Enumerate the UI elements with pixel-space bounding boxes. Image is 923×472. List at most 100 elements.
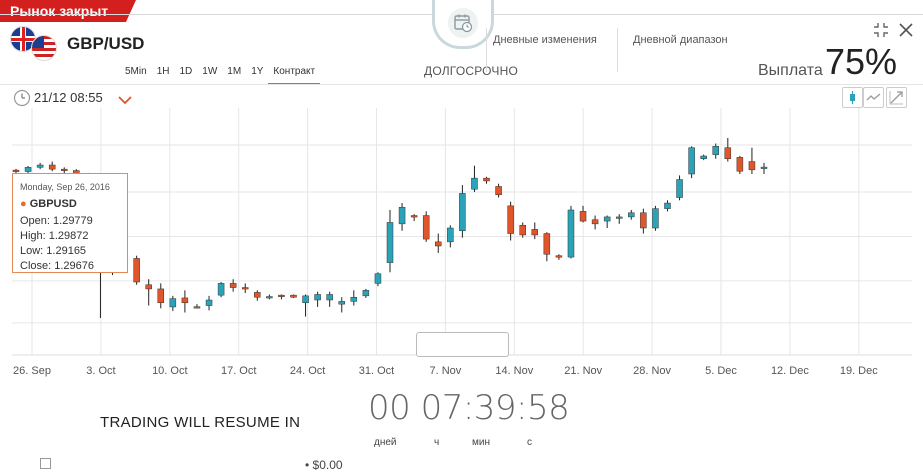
candle[interactable] [676, 175, 683, 201]
payout-value: 75% [825, 41, 898, 82]
candle[interactable] [169, 295, 177, 312]
candle[interactable] [278, 294, 285, 300]
candle[interactable] [447, 225, 454, 248]
candle[interactable] [410, 214, 418, 222]
candle[interactable] [386, 210, 394, 273]
close-icon[interactable] [898, 22, 914, 43]
candle[interactable] [531, 222, 539, 240]
candle[interactable] [567, 205, 575, 259]
candle[interactable] [229, 279, 237, 292]
candle[interactable] [736, 156, 744, 174]
candle[interactable] [615, 214, 623, 224]
candle[interactable] [555, 254, 563, 260]
candle[interactable] [519, 222, 526, 238]
chevron-down-icon[interactable] [118, 92, 132, 110]
candle-chart-icon[interactable] [842, 87, 863, 108]
candle[interactable] [145, 279, 152, 306]
candle[interactable] [290, 294, 297, 298]
candle-body [700, 155, 707, 160]
candle-body [531, 229, 539, 236]
x-tick-label: 26. Sep [13, 365, 51, 377]
candle[interactable] [748, 147, 756, 174]
candle[interactable] [181, 290, 189, 313]
candle[interactable] [664, 200, 671, 212]
candle[interactable] [700, 154, 707, 161]
candle[interactable] [338, 297, 345, 313]
tab-1m[interactable]: 1M [227, 66, 242, 77]
market-status-badge: Рынок закрыт [0, 0, 137, 22]
candle-body [302, 295, 309, 304]
candle[interactable] [157, 283, 165, 309]
candle[interactable] [241, 283, 249, 294]
candle[interactable] [48, 161, 56, 172]
candle-body [181, 297, 189, 304]
candle[interactable] [628, 210, 635, 220]
candle[interactable] [724, 138, 732, 162]
candle[interactable] [133, 255, 140, 285]
candle-body [603, 216, 611, 222]
candle[interactable] [435, 233, 442, 253]
candle[interactable] [495, 183, 502, 198]
candle[interactable] [652, 205, 659, 231]
candle[interactable] [350, 290, 358, 306]
candle[interactable] [483, 176, 490, 184]
candle[interactable] [24, 165, 32, 174]
compress-icon[interactable] [873, 22, 889, 43]
candle[interactable] [543, 232, 551, 262]
tab-contract[interactable]: Контракт [268, 64, 321, 85]
x-tick-label: 14. Nov [495, 365, 533, 377]
candle[interactable] [374, 272, 382, 287]
candle[interactable] [471, 165, 478, 192]
candle[interactable] [459, 185, 466, 238]
checkbox[interactable] [40, 458, 51, 469]
candle-body [145, 284, 152, 290]
candle[interactable] [302, 294, 309, 317]
tooltip-open: Open: 1.29779 [20, 215, 93, 227]
expiry-selector[interactable] [432, 0, 494, 49]
candle[interactable] [398, 203, 406, 231]
candle[interactable] [591, 215, 599, 230]
candle[interactable] [217, 282, 225, 298]
expand-chart-icon[interactable] [886, 87, 907, 108]
amount-text: • $0.00 [305, 458, 343, 472]
candle[interactable] [193, 304, 201, 309]
candle[interactable] [688, 146, 695, 179]
candle[interactable] [579, 205, 587, 223]
tooltip-low: Low: 1.29165 [20, 245, 87, 257]
tab-1h[interactable]: 1H [156, 66, 170, 77]
candle[interactable] [712, 143, 719, 159]
candle[interactable] [422, 211, 430, 242]
candle[interactable] [362, 288, 370, 298]
candle-body [579, 211, 587, 222]
candle[interactable] [314, 291, 321, 307]
line-chart-icon[interactable] [863, 87, 884, 108]
daily-range-label: Дневной диапазон [633, 34, 728, 46]
candle-body [640, 212, 647, 229]
tab-5min[interactable]: 5Min [125, 66, 147, 77]
asset-pair-title: GBP/USD [67, 34, 145, 53]
candle-body [350, 296, 358, 302]
candle[interactable] [326, 291, 333, 307]
price-chart[interactable]: 26. Sep 3. Oct 10. Oct 17. Oct 24. Oct 31. Oc… [0, 108, 923, 380]
candle[interactable] [507, 201, 514, 241]
candle[interactable] [760, 162, 768, 174]
tab-1w[interactable]: 1W [202, 66, 218, 77]
x-tick-label: 3. Oct [86, 365, 115, 377]
candle-body [61, 168, 68, 171]
candle[interactable] [36, 162, 44, 170]
candle-body [543, 233, 551, 255]
candle[interactable] [266, 294, 273, 300]
term-label: ДОЛГОСРОЧНО [424, 64, 519, 78]
chart-navigator-handle[interactable] [416, 332, 509, 357]
candle[interactable] [254, 290, 261, 301]
candle[interactable] [205, 295, 213, 311]
x-tick-label: 5. Dec [705, 365, 737, 377]
candle-body [567, 209, 575, 258]
candle-body [447, 227, 454, 243]
candle[interactable] [603, 215, 611, 228]
candle-body [338, 301, 345, 305]
tab-1y[interactable]: 1Y [251, 66, 264, 77]
candle[interactable] [61, 167, 68, 174]
candle[interactable] [640, 208, 647, 234]
tab-1d[interactable]: 1D [179, 66, 193, 77]
